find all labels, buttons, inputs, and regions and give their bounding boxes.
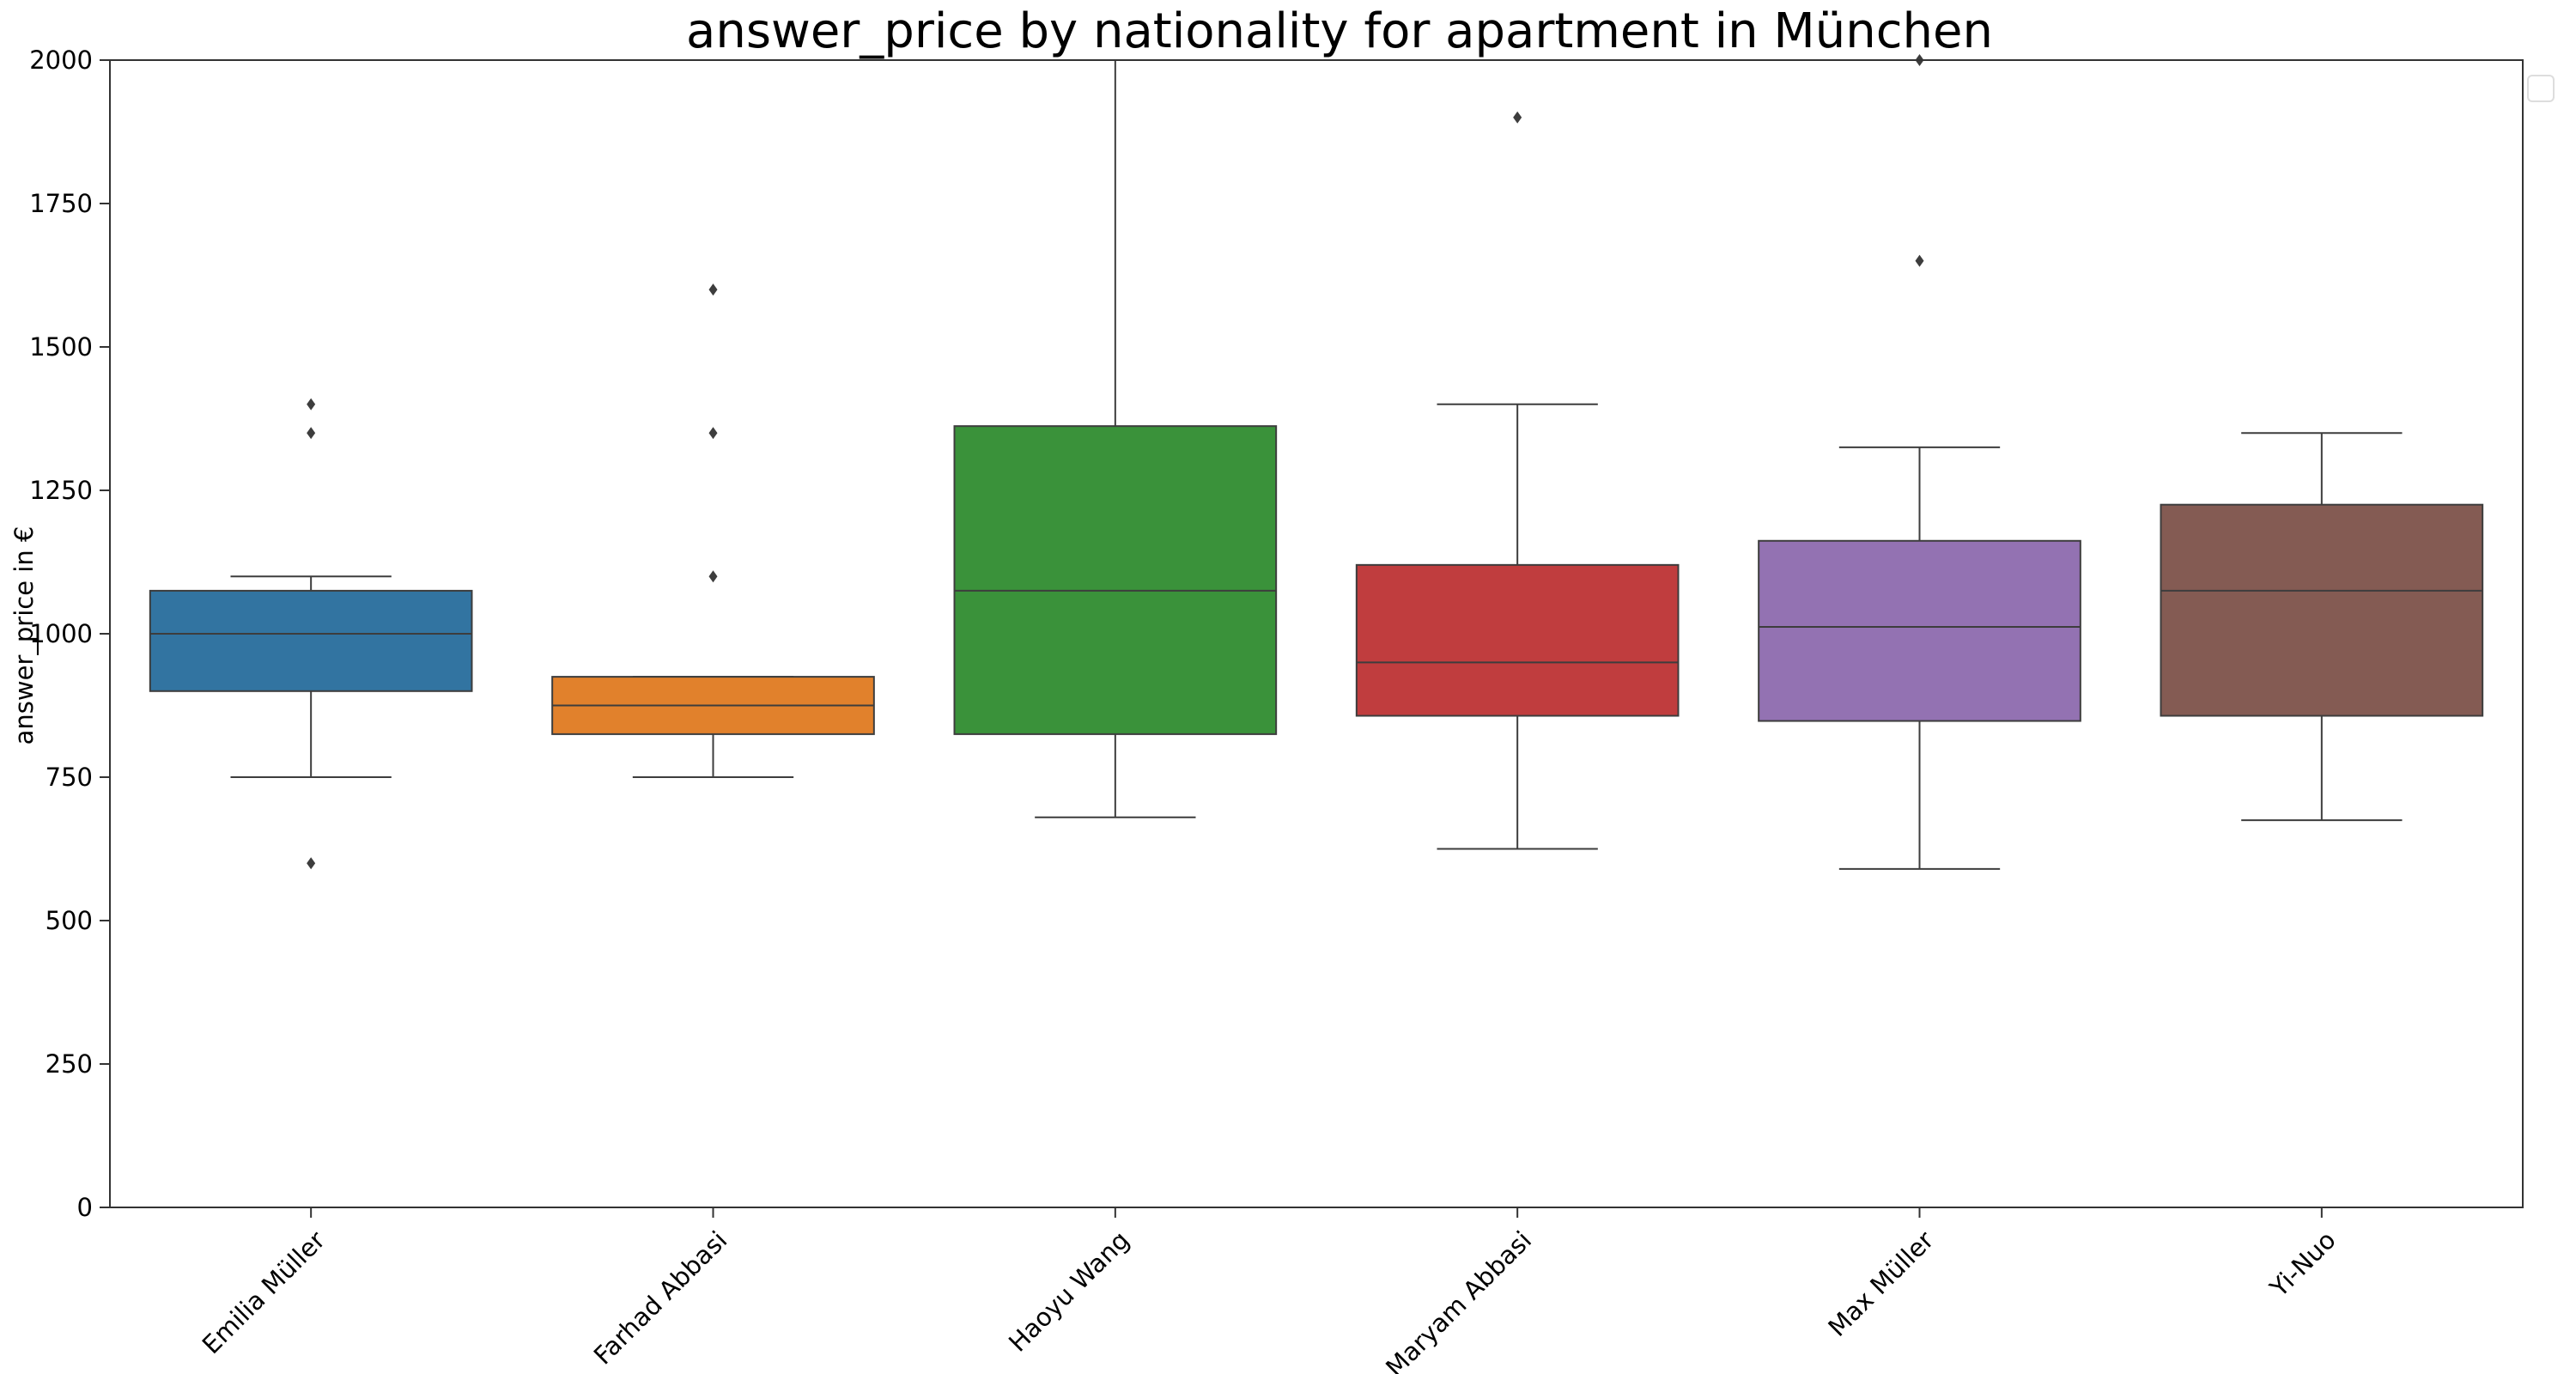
box (2160, 503, 2484, 717)
x-tick-label: Emilia Müller (197, 1225, 331, 1359)
x-tick-label: Maryam Abbasi (1380, 1225, 1537, 1374)
outlier-point (708, 283, 718, 296)
y-tick-label: 1500 (29, 332, 93, 362)
y-tick-label: 2000 (29, 46, 93, 75)
box (1355, 563, 1680, 717)
box (1758, 539, 2081, 722)
x-tick-label: Haoyu Wang (1003, 1225, 1135, 1358)
x-tick-label: Yi-Nuo (2263, 1225, 2342, 1304)
plot-area: 0 250 500 750 1000 1250 1500 1750 2000 Emilia Mül… (29, 46, 2484, 1374)
outlier-point (307, 398, 316, 410)
y-tick-label: 0 (77, 1193, 93, 1222)
box-group (2160, 432, 2484, 822)
y-tick-label: 1750 (29, 189, 93, 218)
y-tick-label: 500 (46, 906, 93, 935)
y-tick-label: 250 (46, 1049, 93, 1079)
x-tick-label: Farhad Abbasi (588, 1225, 733, 1371)
box-group (1355, 111, 1680, 850)
box-group (1758, 54, 2081, 870)
box-group (149, 398, 473, 870)
y-tick-label: 1250 (29, 476, 93, 505)
legend (2527, 75, 2555, 102)
box-group (551, 283, 875, 778)
y-tick-label: 1000 (29, 619, 93, 648)
outlier-point (708, 427, 718, 440)
chart-title: answer_price by nationality for apartmen… (686, 3, 1993, 59)
x-tick-label: Max Müller (1822, 1225, 1939, 1342)
box (149, 589, 473, 692)
box-group (953, 59, 1278, 818)
y-axis-label: answer_price in € (9, 526, 39, 745)
outlier-point (307, 427, 316, 440)
outlier-point (1915, 254, 1924, 267)
outlier-point (307, 857, 316, 870)
plot-frame (109, 59, 2524, 1208)
outlier-point (708, 570, 718, 583)
y-tick-label: 750 (46, 763, 93, 792)
outlier-point (1513, 111, 1522, 124)
box (953, 425, 1278, 735)
